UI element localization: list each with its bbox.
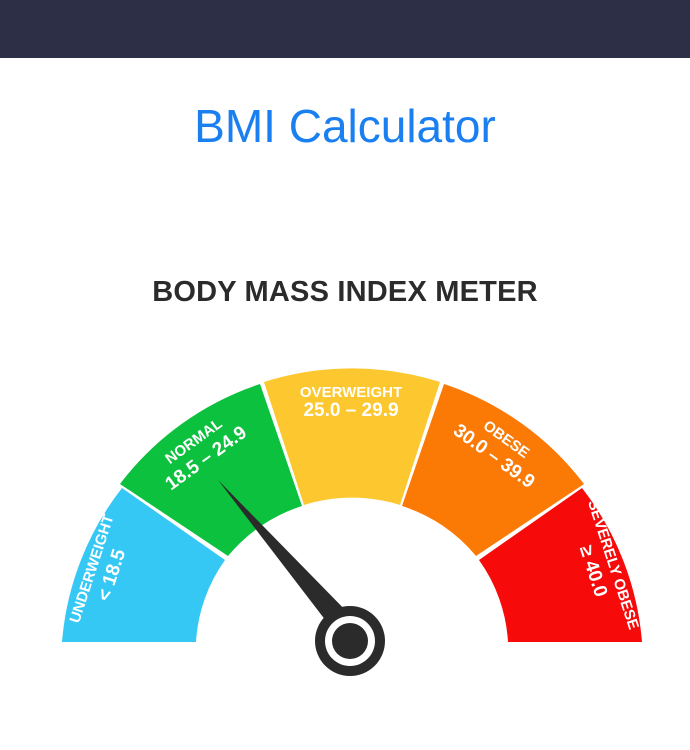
gauge-segment-severely-obese — [479, 488, 642, 642]
meter-heading: BODY MASS INDEX METER — [152, 276, 538, 308]
gauge-segment-obese — [402, 384, 584, 556]
gauge-segment-normal — [120, 384, 302, 556]
gauge-needle — [218, 480, 355, 634]
gauge-segment-overweight — [264, 368, 440, 505]
gauge-segment-underweight — [62, 488, 225, 642]
page-title: BMI Calculator — [194, 100, 496, 152]
overweight-label: OVERWEIGHT — [300, 384, 402, 401]
gauge-needle-hub-center — [332, 623, 368, 659]
top-navigation-bar — [0, 0, 690, 58]
overweight-range: 25.0 – 29.9 — [303, 400, 398, 421]
